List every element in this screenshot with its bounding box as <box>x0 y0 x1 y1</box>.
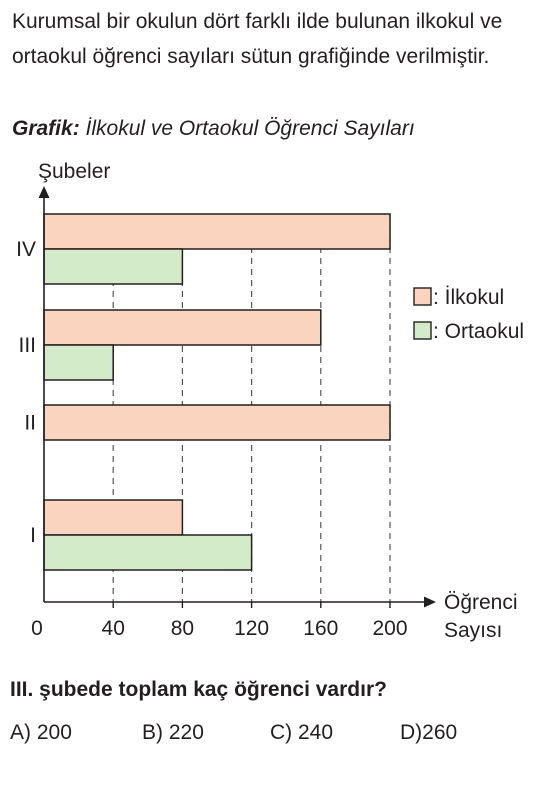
option-d[interactable]: D)260 <box>400 721 458 744</box>
x-tick-label: 40 <box>102 617 125 640</box>
x-tick-label: 160 <box>303 617 338 640</box>
category-label: II <box>24 412 36 435</box>
y-axis-arrow <box>38 186 50 198</box>
x-tick-label: 200 <box>372 617 407 640</box>
bar-ortaokul <box>43 534 253 571</box>
x-axis-title-line2: Sayısı <box>444 619 502 642</box>
y-axis-title: Şubeler <box>38 160 110 183</box>
option-c[interactable]: C) 240 <box>270 721 334 744</box>
bar-ilkokul <box>43 309 322 346</box>
x-tick-label: 80 <box>171 617 194 640</box>
answer-options: A) 200 B) 220 C) 240 D)260 <box>0 721 548 753</box>
bar-ilkokul <box>43 213 391 250</box>
legend-label-ilkokul: : İlkokul <box>433 286 504 309</box>
category-label: III <box>18 334 36 357</box>
x-tick-labels: 0 40 80 120 160 200 <box>31 617 407 640</box>
chart-title-rest: İlkokul ve Ortaokul Öğrenci Sayıları <box>79 117 415 140</box>
legend-swatch-ortaokul <box>413 321 432 340</box>
category-label: IV <box>16 238 36 261</box>
legend-swatch-ilkokul <box>413 287 432 306</box>
bar-ilkokul <box>43 499 184 536</box>
question-text: III. şubede toplam kaç öğrenci vardır? <box>10 678 387 701</box>
legend-label-ortaokul: : Ortaokul <box>433 320 524 343</box>
option-b[interactable]: B) 220 <box>142 721 204 744</box>
axes: Şubeler Öğrenci Sayısı <box>38 160 518 642</box>
option-a[interactable]: A) 200 <box>10 721 72 744</box>
x-tick-label: 0 <box>31 617 43 640</box>
x-tick-label: 120 <box>234 617 269 640</box>
bar-chart: Şubeler Öğrenci Sayısı 0 40 80 120 160 200 II… <box>16 160 524 642</box>
bar-ortaokul <box>43 344 114 381</box>
x-axis-arrow <box>424 596 436 608</box>
intro-text: Kurumsal bir okulun dört farklı ilde bul… <box>12 10 503 68</box>
bar-ortaokul <box>43 248 184 285</box>
chart-title: Grafik: İlkokul ve Ortaokul Öğrenci Sayı… <box>12 117 415 141</box>
bars <box>43 213 391 571</box>
x-axis-title-line1: Öğrenci <box>444 591 518 614</box>
bar-ilkokul <box>43 404 391 441</box>
category-label: I <box>30 524 36 547</box>
chart-title-bold: Grafik: <box>12 117 80 140</box>
legend: : İlkokul : Ortaokul <box>413 286 524 343</box>
